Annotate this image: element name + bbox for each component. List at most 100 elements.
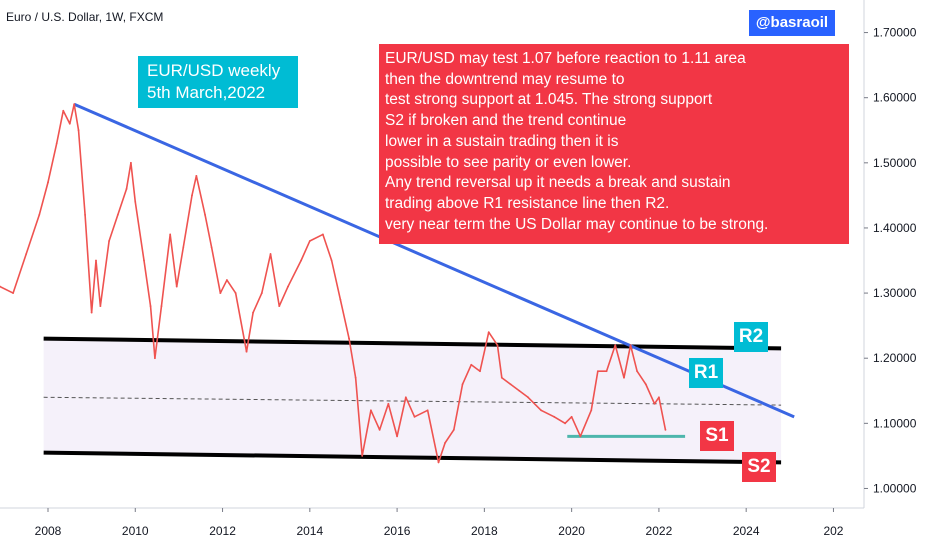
price-point: [378, 428, 381, 431]
y-tick-label: 1.10000: [873, 416, 917, 430]
price-line: [0, 103, 667, 464]
price-point: [629, 344, 632, 347]
x-tick-label: 202: [823, 524, 843, 538]
price-point: [260, 292, 263, 294]
price-point: [210, 246, 213, 249]
x-tick-label: 2008: [35, 524, 62, 538]
price-point: [191, 194, 193, 197]
price-point: [500, 376, 503, 379]
price-point: [496, 344, 499, 347]
price-point: [77, 129, 80, 132]
price-point: [252, 311, 254, 314]
x-tick-label: 2022: [646, 524, 673, 538]
price-point: [527, 396, 529, 399]
x-tick-label: 2020: [558, 524, 585, 538]
price-point: [90, 311, 93, 314]
price-point: [452, 428, 455, 431]
chart-lines: [43, 102, 795, 465]
price-point: [226, 279, 228, 281]
price-point: [444, 441, 446, 444]
y-tick-label: 1.30000: [873, 286, 917, 300]
price-point: [479, 370, 481, 373]
price-point: [62, 109, 65, 112]
price-point: [245, 350, 248, 353]
price-point: [370, 409, 372, 412]
weekly-label-line: EUR/USD weekly: [147, 61, 281, 80]
price-point: [12, 292, 14, 294]
x-tick-label: 2016: [384, 524, 411, 538]
note-line: possible to see parity or even lower.: [385, 153, 632, 171]
price-point: [413, 415, 416, 418]
price-point: [509, 383, 512, 386]
downtrend-line: [73, 102, 795, 419]
x-tick-label: 2012: [209, 524, 236, 538]
price-point: [553, 415, 556, 418]
weekly-label: EUR/USD weekly 5th March,2022: [138, 56, 298, 108]
note-line: EUR/USD may test 1.07 before reaction to…: [385, 50, 746, 67]
price-point: [134, 200, 137, 203]
x-tick-label: 2014: [296, 524, 323, 538]
price-point: [116, 214, 119, 216]
price-point: [664, 428, 667, 431]
price-point: [219, 292, 222, 294]
price-point: [287, 285, 289, 288]
price-point: [278, 305, 281, 308]
price-point: [55, 142, 58, 145]
s2-label: S2: [742, 452, 776, 482]
note-line: Any trend reversal up it needs a break a…: [385, 174, 731, 192]
note-line: trading above R1 resistance line then R2…: [385, 194, 670, 212]
price-point: [396, 435, 398, 438]
price-point: [204, 214, 206, 216]
channel-zone: [43, 338, 782, 463]
price-point: [636, 370, 638, 373]
y-tick-label: 1.70000: [873, 26, 917, 40]
note-line: then the downtrend may resume to: [385, 70, 625, 88]
price-point: [614, 344, 617, 347]
price-point: [487, 331, 490, 334]
price-point: [0, 285, 1, 288]
y-tick-label: 1.00000: [873, 481, 917, 495]
price-point: [182, 246, 185, 249]
price-point: [73, 103, 76, 106]
price-point: [68, 122, 71, 125]
channel-fill: [43, 338, 782, 463]
note-line: lower in a sustain trading then it is: [385, 132, 619, 150]
channel-top-line: [43, 336, 782, 351]
price-point: [175, 285, 178, 288]
price-point: [579, 435, 582, 438]
price-point: [426, 409, 429, 412]
price-point: [518, 389, 521, 392]
price-point: [470, 363, 473, 366]
y-tick-label: 1.40000: [873, 221, 917, 235]
price-series: [0, 103, 667, 464]
y-axis-bg: [864, 0, 932, 550]
author-handle: @basraoil: [749, 10, 835, 36]
note-line: S2 if broken and the trend continue: [385, 112, 627, 130]
price-point: [564, 422, 566, 425]
price-point: [154, 357, 156, 360]
price-point: [348, 337, 350, 340]
price-point: [330, 259, 333, 262]
price-point: [354, 376, 357, 379]
price-point: [269, 253, 272, 255]
price-point: [38, 214, 41, 216]
price-point: [234, 292, 237, 294]
price-point: [437, 461, 440, 464]
y-tick-label: 1.20000: [873, 351, 917, 365]
x-tick-label: 2024: [733, 524, 760, 538]
price-point: [605, 370, 608, 373]
note-line: very near term the US Dollar may continu…: [385, 215, 769, 233]
price-point: [658, 396, 660, 399]
s1-label: S1: [700, 421, 734, 451]
channel-bottom-line: [43, 450, 782, 465]
note-line: test strong support at 1.045. The strong…: [385, 91, 713, 109]
price-point: [195, 174, 198, 177]
price-point: [143, 259, 145, 262]
price-point: [149, 305, 152, 308]
price-point: [540, 409, 542, 412]
price-point: [361, 454, 364, 457]
x-tick-label: 2010: [122, 524, 149, 538]
price-point: [339, 298, 342, 301]
